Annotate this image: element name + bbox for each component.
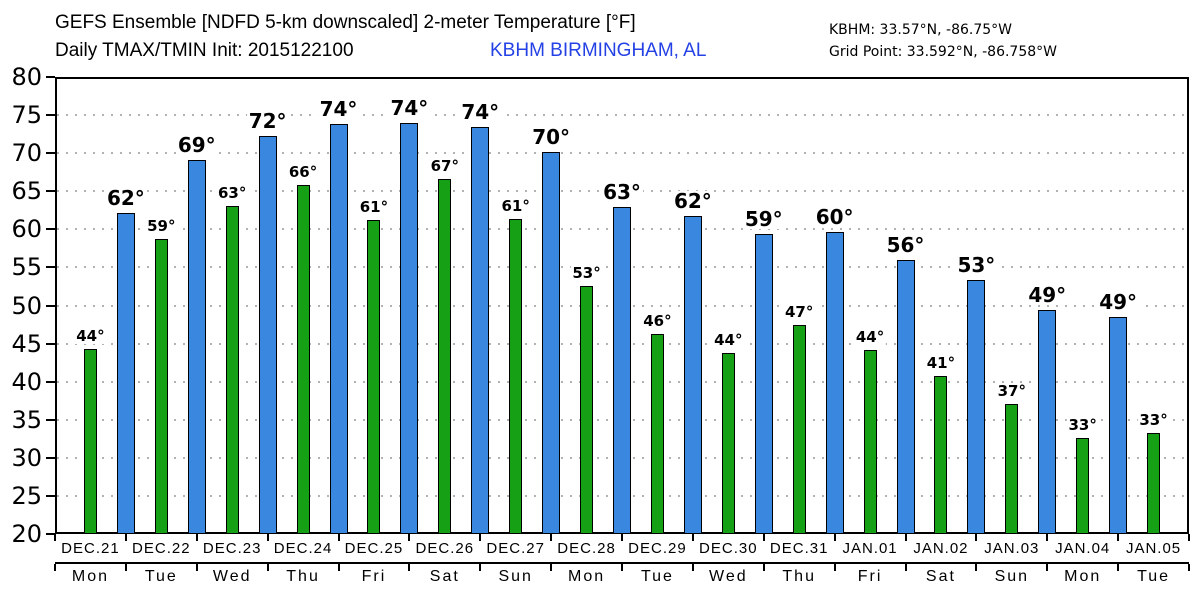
date-label: DEC.30: [699, 540, 758, 557]
weekday-axis-tick: [1117, 564, 1120, 571]
weekday-label: Fri: [857, 568, 883, 585]
weekday-axis-tick: [195, 564, 198, 571]
y-axis-tick: [46, 342, 55, 345]
date-label: DEC.26: [415, 540, 475, 557]
date-label: JAN.05: [1125, 540, 1182, 557]
weekday-axis-tick: [408, 564, 411, 571]
weekday-axis-tick: [337, 564, 340, 571]
weekday-label: Tue: [640, 568, 674, 585]
date-label: JAN.01: [842, 540, 898, 557]
date-axis-tick: [1117, 534, 1120, 541]
y-axis-tick: [46, 228, 55, 231]
station-name: KBHM BIRMINGHAM, AL: [490, 40, 707, 61]
date-axis-tick: [408, 534, 411, 541]
weekday-axis-line: [55, 562, 1189, 564]
weekday-label: Wed: [212, 568, 252, 585]
y-axis-tick: [46, 494, 55, 497]
y-axis-tick: [46, 304, 55, 307]
date-label: JAN.04: [1055, 540, 1111, 557]
weekday-label: Mon: [71, 568, 109, 585]
y-axis-tick-label: 30: [11, 443, 42, 472]
weekday-label: Sun: [994, 568, 1030, 585]
y-axis-tick: [46, 456, 55, 459]
y-axis-tick: [46, 114, 55, 117]
date-axis-tick: [1188, 534, 1190, 541]
weekday-axis-tick: [1046, 564, 1049, 571]
date-label: DEC.31: [769, 540, 829, 557]
y-axis-tick: [46, 190, 55, 193]
y-axis-tick: [46, 380, 55, 383]
weekday-label: Tue: [144, 568, 178, 585]
date-label: DEC.28: [557, 540, 616, 557]
y-axis-tick-label: 55: [11, 253, 42, 282]
y-axis-tick: [46, 533, 55, 535]
date-axis-tick: [904, 534, 907, 541]
date-label: JAN.03: [984, 540, 1040, 557]
y-axis-tick-label: 80: [11, 63, 42, 91]
date-axis-tick: [54, 534, 56, 541]
weekday-axis-tick: [621, 564, 623, 571]
date-axis-tick: [479, 534, 482, 541]
y-axis-tick: [46, 418, 55, 421]
date-label: DEC.25: [344, 540, 404, 557]
date-axis-tick: [762, 534, 765, 541]
weekday-axis-tick: [975, 564, 978, 571]
weekday-axis-tick: [550, 564, 553, 571]
station-coordinates: KBHM: 33.57°N, -86.75°W: [829, 22, 1012, 38]
date-axis-tick: [691, 534, 694, 541]
date-axis-tick: [124, 534, 127, 541]
date-axis-tick: [975, 534, 978, 541]
weekday-label: Mon: [568, 568, 606, 585]
date-label: DEC.29: [628, 540, 687, 557]
date-label: DEC.23: [202, 540, 262, 557]
y-axis-tick-label: 35: [11, 405, 42, 434]
grid-point-coordinates: Grid Point: 33.592°N, -86.758°W: [829, 44, 1057, 60]
date-label: DEC.27: [486, 540, 545, 557]
weekday-axis-tick: [691, 564, 694, 571]
y-axis-tick-label: 25: [11, 481, 42, 510]
y-axis-tick-label: 40: [11, 367, 42, 396]
y-axis-tick-label: 60: [11, 215, 42, 244]
y-axis-tick-label: 45: [11, 329, 42, 358]
weekday-label: Thu: [286, 568, 320, 585]
weekday-label: Sun: [498, 568, 533, 585]
weekday-axis-tick: [1188, 564, 1190, 571]
y-axis-tick-label: 50: [11, 291, 42, 320]
weekday-axis-tick: [833, 564, 836, 571]
y-axis-tick-label: 20: [11, 520, 42, 548]
weekday-axis-tick: [479, 564, 482, 571]
weekday-label: Fri: [361, 568, 387, 585]
date-axis-tick: [621, 534, 623, 541]
date-axis-tick: [1046, 534, 1049, 541]
weekday-label: Sat: [925, 568, 956, 585]
date-label: DEC.21: [61, 540, 120, 557]
date-label: DEC.24: [273, 540, 333, 557]
weekday-label: Tue: [1137, 568, 1171, 585]
weekday-axis-tick: [266, 564, 269, 571]
date-axis-tick: [833, 534, 836, 541]
y-axis-tick: [46, 266, 55, 269]
y-axis-tick-label: 65: [11, 177, 42, 206]
y-axis-tick-label: 75: [11, 101, 42, 130]
weekday-label: Thu: [782, 568, 816, 585]
chart-subtitle: Daily TMAX/TMIN Init: 2015122100: [55, 40, 354, 61]
weekday-label: Mon: [1064, 568, 1102, 585]
plot-area: [55, 77, 1189, 534]
date-axis-tick: [550, 534, 553, 541]
date-axis-tick: [266, 534, 269, 541]
weekday-axis-tick: [904, 564, 907, 571]
y-axis-tick-label: 70: [11, 139, 42, 168]
weekday-axis-tick: [54, 564, 56, 571]
date-axis-tick: [195, 534, 198, 541]
date-axis-tick: [337, 534, 340, 541]
y-axis-tick: [46, 152, 55, 155]
y-axis-tick: [46, 76, 55, 78]
weekday-axis-tick: [762, 564, 765, 571]
date-label: JAN.02: [913, 540, 969, 557]
weekday-label: Sat: [429, 568, 460, 585]
chart-title: GEFS Ensemble [NDFD 5-km downscaled] 2-m…: [55, 12, 636, 33]
date-label: DEC.22: [132, 540, 191, 557]
weekday-label: Wed: [709, 568, 748, 585]
weekday-axis-tick: [124, 564, 127, 571]
